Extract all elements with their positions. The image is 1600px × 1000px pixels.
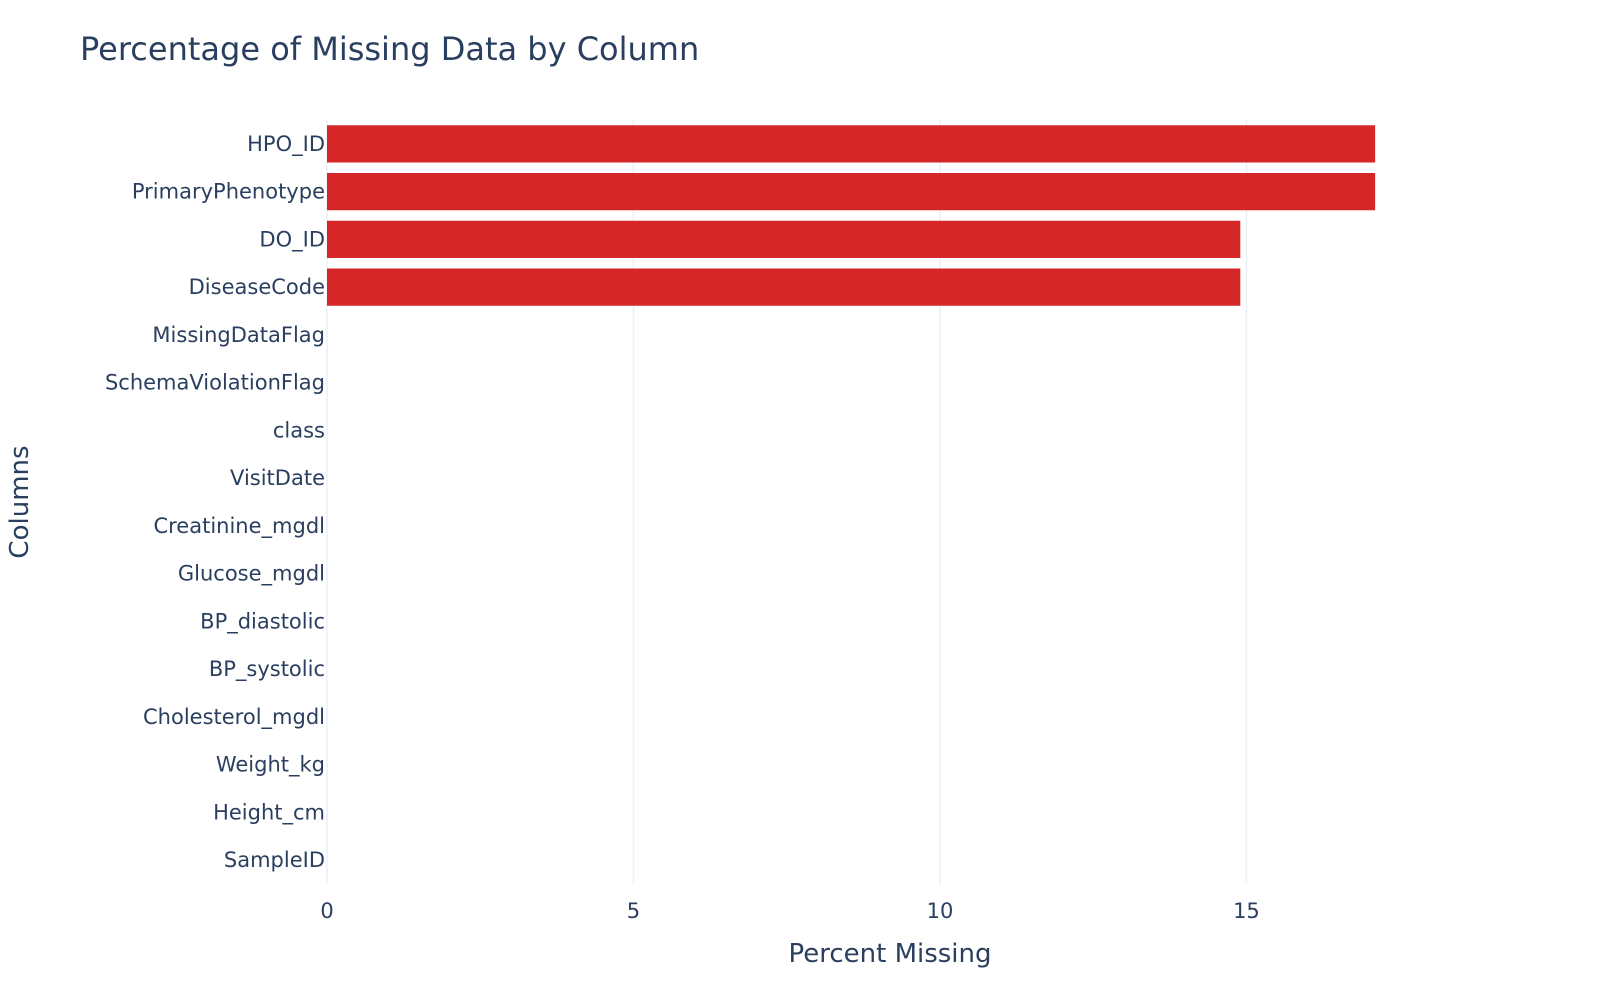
y-tick-label: Cholesterol_mgdl <box>143 705 325 730</box>
x-tick-label: 0 <box>320 899 333 923</box>
y-tick-label: class <box>273 418 325 442</box>
y-tick-label: Weight_kg <box>216 753 325 778</box>
y-tick-label: DO_ID <box>259 227 325 252</box>
x-axis-title: Percent Missing <box>788 939 991 969</box>
bar-DiseaseCode <box>327 268 1241 306</box>
y-tick-label: PrimaryPhenotype <box>132 180 325 204</box>
y-tick-label: SampleID <box>224 848 325 872</box>
y-axis-title: Columns <box>5 445 35 558</box>
x-tick-label: 5 <box>627 899 640 923</box>
bar-DO_ID <box>327 220 1241 258</box>
y-tick-labels: HPO_ID PrimaryPhenotype DO_ID DiseaseCode Mi… <box>105 132 325 872</box>
y-tick-label: Glucose_mgdl <box>178 562 325 587</box>
y-tick-label: BP_systolic <box>209 657 325 682</box>
y-tick-label: BP_diastolic <box>200 609 325 634</box>
bars <box>327 125 1376 306</box>
y-tick-label: MissingDataFlag <box>152 323 325 347</box>
y-tick-label: Height_cm <box>213 800 325 825</box>
bar-PrimaryPhenotype <box>327 173 1376 211</box>
x-tick-label: 15 <box>1233 899 1260 923</box>
y-tick-label: HPO_ID <box>247 132 325 157</box>
x-tick-labels: 0 5 10 15 <box>320 899 1259 923</box>
y-tick-label: DiseaseCode <box>189 275 325 299</box>
y-tick-label: Creatinine_mgdl <box>153 514 325 539</box>
bar-HPO_ID <box>327 125 1376 163</box>
chart-title: Percentage of Missing Data by Column <box>80 30 699 68</box>
y-tick-label: SchemaViolationFlag <box>105 371 325 395</box>
y-tick-label: VisitDate <box>230 466 325 490</box>
x-tick-label: 10 <box>927 899 954 923</box>
